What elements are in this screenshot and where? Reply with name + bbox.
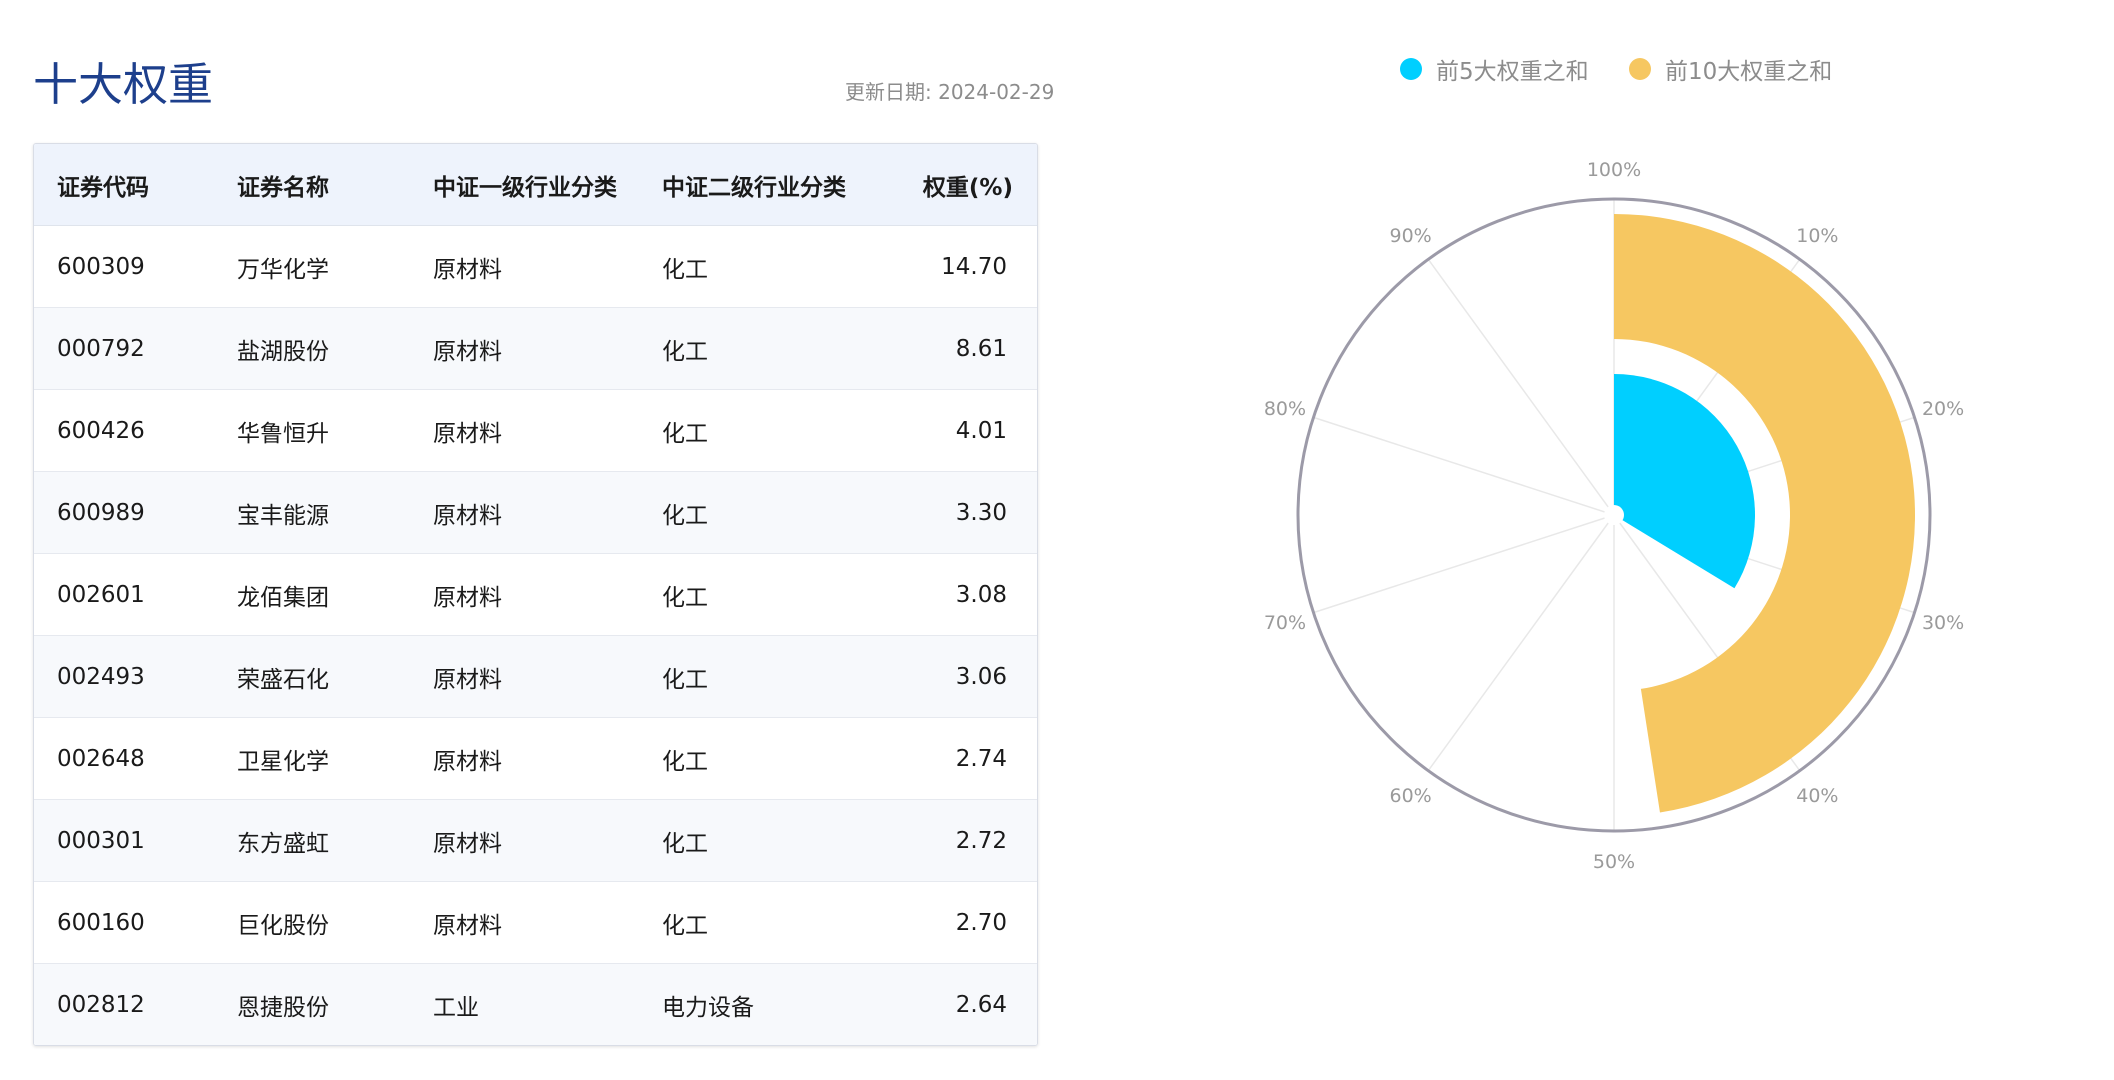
cell-code: 600160 bbox=[34, 881, 237, 964]
table-row: 600426 华鲁恒升 原材料 化工 4.01 bbox=[34, 389, 1037, 472]
column-header-industry-l1: 中证一级行业分类 bbox=[433, 144, 662, 226]
cell-industry-l2: 化工 bbox=[662, 881, 894, 964]
cell-name: 卫星化学 bbox=[237, 717, 433, 800]
cell-code: 000301 bbox=[34, 799, 237, 882]
angle-axis-line bbox=[1296, 197, 1932, 833]
column-header-weight: 权重(%) bbox=[894, 144, 1037, 226]
cell-name: 万华化学 bbox=[237, 225, 433, 308]
cell-industry-l2: 化工 bbox=[662, 635, 894, 718]
legend-item-top5[interactable]: 前5大权重之和 bbox=[1400, 52, 1589, 86]
table-row: 002493 荣盛石化 原材料 化工 3.06 bbox=[34, 635, 1037, 718]
cell-industry-l1: 原材料 bbox=[433, 799, 662, 882]
bar-top5 bbox=[1614, 374, 1755, 589]
cell-industry-l1: 原材料 bbox=[433, 881, 662, 964]
cell-industry-l2: 化工 bbox=[662, 471, 894, 554]
cell-weight: 3.30 bbox=[894, 471, 1037, 554]
cell-industry-l1: 原材料 bbox=[433, 225, 662, 308]
cell-name: 荣盛石化 bbox=[237, 635, 433, 718]
column-header-name: 证券名称 bbox=[237, 144, 433, 226]
legend-dot-top10 bbox=[1629, 58, 1651, 80]
column-header-code: 证券代码 bbox=[34, 144, 237, 226]
table-row: 600160 巨化股份 原材料 化工 2.70 bbox=[34, 881, 1037, 964]
legend-item-top10[interactable]: 前10大权重之和 bbox=[1629, 52, 1832, 86]
cell-weight: 2.64 bbox=[894, 963, 1037, 1045]
cell-name: 盐湖股份 bbox=[237, 307, 433, 390]
cell-code: 002601 bbox=[34, 553, 237, 636]
cell-code: 002648 bbox=[34, 717, 237, 800]
cell-industry-l1: 工业 bbox=[433, 963, 662, 1045]
tick-label: 10% bbox=[1796, 225, 1838, 247]
cell-industry-l1: 原材料 bbox=[433, 635, 662, 718]
tick-label: 100% bbox=[1587, 159, 1641, 181]
cell-industry-l2: 化工 bbox=[662, 389, 894, 472]
cell-industry-l1: 原材料 bbox=[433, 717, 662, 800]
grid-line bbox=[1313, 514, 1615, 614]
tick-label: 30% bbox=[1922, 612, 1964, 634]
cell-name: 宝丰能源 bbox=[237, 471, 433, 554]
tick-label: 40% bbox=[1796, 785, 1838, 807]
tick-label: 70% bbox=[1264, 612, 1306, 634]
cell-weight: 14.70 bbox=[894, 225, 1037, 308]
cell-industry-l2: 化工 bbox=[662, 553, 894, 636]
table-row: 600989 宝丰能源 原材料 化工 3.30 bbox=[34, 471, 1037, 554]
cell-weight: 4.01 bbox=[894, 389, 1037, 472]
cell-weight: 2.70 bbox=[894, 881, 1037, 964]
cell-code: 600426 bbox=[34, 389, 237, 472]
cell-industry-l2: 化工 bbox=[662, 717, 894, 800]
legend-label-top10: 前10大权重之和 bbox=[1665, 59, 1833, 85]
tick-label: 90% bbox=[1390, 225, 1432, 247]
cell-code: 600309 bbox=[34, 225, 237, 308]
cell-name: 华鲁恒升 bbox=[237, 389, 433, 472]
cell-industry-l2: 电力设备 bbox=[662, 963, 894, 1045]
cell-code: 600989 bbox=[34, 471, 237, 554]
tick-label: 60% bbox=[1390, 785, 1432, 807]
cell-industry-l2: 化工 bbox=[662, 225, 894, 308]
weights-table: 证券代码 证券名称 中证一级行业分类 中证二级行业分类 权重(%) 600309… bbox=[33, 143, 1038, 1046]
cell-weight: 3.06 bbox=[894, 635, 1037, 718]
cell-industry-l1: 原材料 bbox=[433, 389, 662, 472]
cell-code: 002493 bbox=[34, 635, 237, 718]
cell-weight: 8.61 bbox=[894, 307, 1037, 390]
cell-name: 巨化股份 bbox=[237, 881, 433, 964]
update-date: 更新日期: 2024-02-29 bbox=[845, 80, 1055, 104]
cell-weight: 2.72 bbox=[894, 799, 1037, 882]
cell-industry-l2: 化工 bbox=[662, 799, 894, 882]
table-row: 002812 恩捷股份 工业 电力设备 2.64 bbox=[34, 963, 1037, 1045]
page-title: 十大权重 bbox=[33, 58, 214, 111]
cell-industry-l1: 原材料 bbox=[433, 307, 662, 390]
legend-label-top5: 前5大权重之和 bbox=[1436, 59, 1589, 85]
cell-code: 000792 bbox=[34, 307, 237, 390]
table-row: 002648 卫星化学 原材料 化工 2.74 bbox=[34, 717, 1037, 800]
cell-industry-l1: 原材料 bbox=[433, 471, 662, 554]
column-header-industry-l2: 中证二级行业分类 bbox=[662, 144, 894, 226]
cell-weight: 3.08 bbox=[894, 553, 1037, 636]
grid-line bbox=[1427, 258, 1615, 516]
cell-name: 恩捷股份 bbox=[237, 963, 433, 1045]
cell-industry-l1: 原材料 bbox=[433, 553, 662, 636]
cell-name: 龙佰集团 bbox=[237, 553, 433, 636]
cell-name: 东方盛虹 bbox=[237, 799, 433, 882]
grid-line bbox=[1313, 416, 1615, 516]
center-hub bbox=[1604, 505, 1624, 525]
bar-top10 bbox=[1614, 214, 1916, 813]
tick-label: 80% bbox=[1264, 398, 1306, 420]
grid-line bbox=[1427, 514, 1615, 772]
cell-code: 002812 bbox=[34, 963, 237, 1045]
tick-label: 20% bbox=[1922, 398, 1964, 420]
table-row: 002601 龙佰集团 原材料 化工 3.08 bbox=[34, 553, 1037, 636]
table-row: 000301 东方盛虹 原材料 化工 2.72 bbox=[34, 799, 1037, 882]
table-row: 600309 万华化学 原材料 化工 14.70 bbox=[34, 225, 1037, 308]
table-row: 000792 盐湖股份 原材料 化工 8.61 bbox=[34, 307, 1037, 390]
table-header-row: 证券代码 证券名称 中证一级行业分类 中证二级行业分类 权重(%) bbox=[34, 144, 1037, 226]
tick-label: 50% bbox=[1593, 851, 1635, 873]
cell-weight: 2.74 bbox=[894, 717, 1037, 800]
cell-industry-l2: 化工 bbox=[662, 307, 894, 390]
legend-dot-top5 bbox=[1400, 58, 1422, 80]
